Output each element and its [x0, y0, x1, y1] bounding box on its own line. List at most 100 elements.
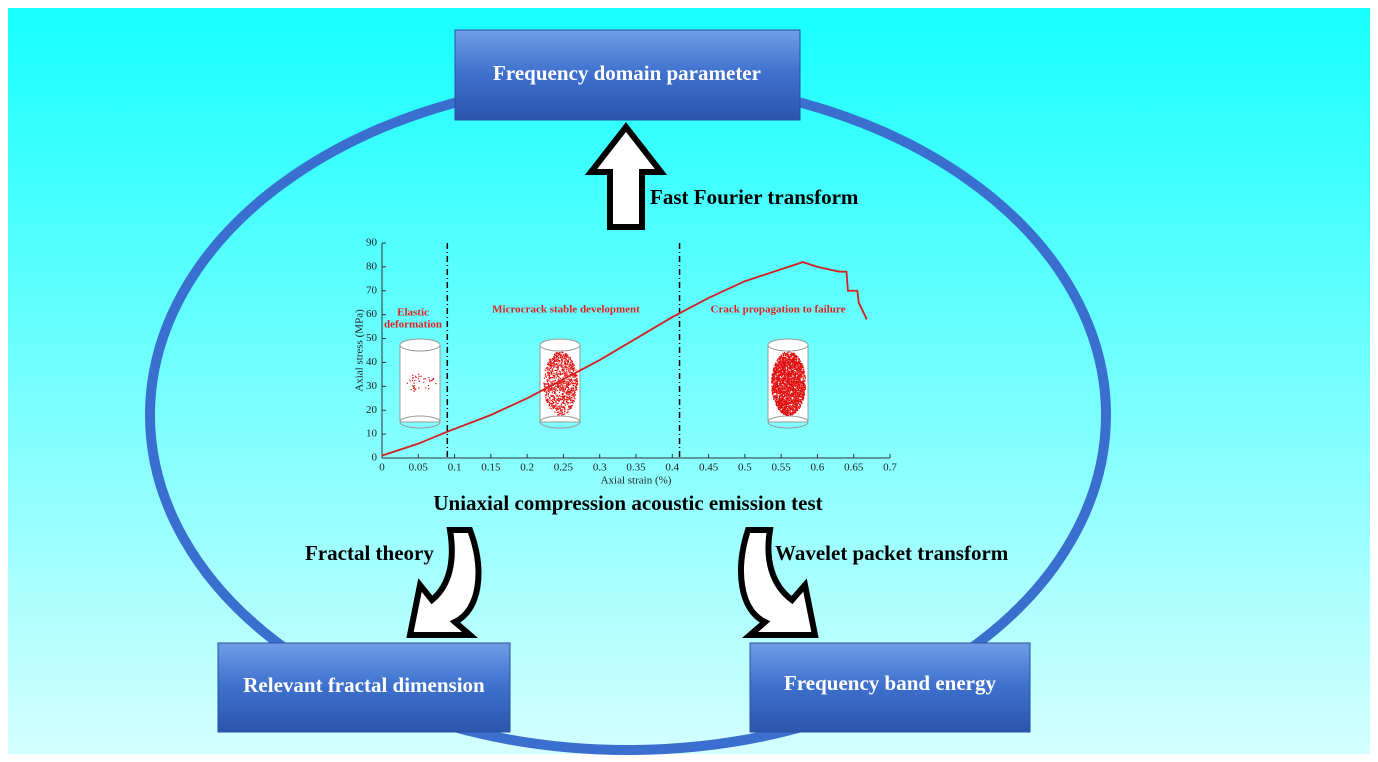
ae-event [779, 367, 781, 369]
ae-event [773, 382, 775, 384]
ae-event [797, 356, 799, 358]
ae-event [800, 366, 802, 368]
ae-event [557, 402, 559, 405]
ae-event [785, 407, 787, 409]
ae-event [773, 398, 775, 401]
ae-event [415, 376, 417, 378]
ae-event [560, 377, 562, 380]
ae-event [570, 379, 572, 382]
ae-event [795, 355, 797, 358]
ae-event [802, 380, 804, 382]
ae-event [569, 368, 571, 370]
ae-event [797, 384, 799, 387]
ae-event [790, 373, 792, 375]
ae-event [801, 384, 804, 387]
ae-event [796, 395, 798, 397]
ae-event [788, 385, 790, 387]
ae-event [559, 406, 561, 408]
ae-event [794, 358, 796, 360]
ae-event [556, 352, 559, 355]
ae-event [784, 403, 787, 406]
ae-event [789, 412, 791, 414]
ae-event [794, 377, 796, 380]
ae-event [781, 373, 783, 376]
ae-event [797, 378, 800, 380]
ae-event [786, 393, 788, 395]
ae-event [789, 383, 791, 385]
ae-event [788, 365, 791, 367]
ae-event [564, 374, 566, 376]
ae-event [786, 399, 788, 401]
ae-event [549, 387, 551, 390]
ae-event [564, 353, 566, 355]
ae-event [786, 414, 788, 417]
ae-event [574, 375, 576, 377]
ae-event [799, 405, 801, 407]
ae-event [571, 404, 573, 407]
ae-event [784, 407, 786, 409]
ae-event [791, 399, 793, 402]
ae-event [562, 372, 564, 374]
ae-event [801, 373, 804, 375]
ae-event [555, 360, 557, 362]
ae-event [570, 359, 572, 361]
ae-event [798, 375, 800, 377]
ae-event [793, 382, 795, 384]
ae-event [563, 395, 566, 397]
ae-event [794, 369, 796, 371]
ae-event [799, 368, 801, 370]
ae-event [787, 361, 789, 363]
ae-event [782, 407, 784, 409]
ae-event [413, 382, 415, 384]
ae-event [788, 380, 791, 382]
ae-event [803, 385, 805, 387]
ae-event [575, 369, 577, 371]
ae-event [781, 377, 783, 380]
ae-event [557, 359, 560, 361]
ae-event [772, 372, 774, 375]
ae-event [800, 388, 802, 390]
ae-event [786, 377, 788, 379]
ae-event [551, 388, 553, 390]
ae-event [547, 366, 549, 369]
ae-event [782, 378, 784, 380]
ae-event [792, 387, 794, 389]
ae-event [800, 368, 803, 371]
ae-event [778, 409, 781, 411]
ae-event [790, 393, 792, 395]
ae-event [776, 391, 778, 393]
ae-event [802, 382, 805, 385]
ae-event [793, 403, 795, 405]
ae-event [556, 408, 558, 410]
ae-event [786, 396, 788, 399]
ae-event [799, 373, 802, 375]
ae-event [788, 382, 790, 384]
ae-event [793, 359, 795, 361]
ae-event [783, 409, 786, 411]
ae-event [796, 406, 798, 408]
ae-event [786, 361, 788, 364]
ae-event [782, 398, 785, 400]
ae-event [570, 364, 572, 366]
ae-event [558, 383, 560, 385]
ae-event [409, 380, 411, 382]
ae-event [796, 392, 798, 394]
ae-event [784, 395, 787, 397]
stage-label: Elastic [397, 307, 429, 319]
ae-event [778, 402, 781, 404]
ae-event [781, 396, 783, 398]
ae-event [797, 384, 799, 386]
ae-event [797, 409, 799, 411]
ae-event [795, 365, 797, 368]
ae-event [787, 397, 789, 399]
ae-event [787, 387, 789, 389]
ae-event [779, 392, 781, 395]
ae-event [795, 366, 797, 369]
ae-event [797, 395, 799, 398]
ae-event [554, 360, 556, 363]
ae-event [775, 382, 777, 384]
ae-event [798, 403, 800, 405]
ae-event [554, 365, 556, 367]
ae-event [783, 363, 785, 366]
ae-event [781, 366, 783, 368]
